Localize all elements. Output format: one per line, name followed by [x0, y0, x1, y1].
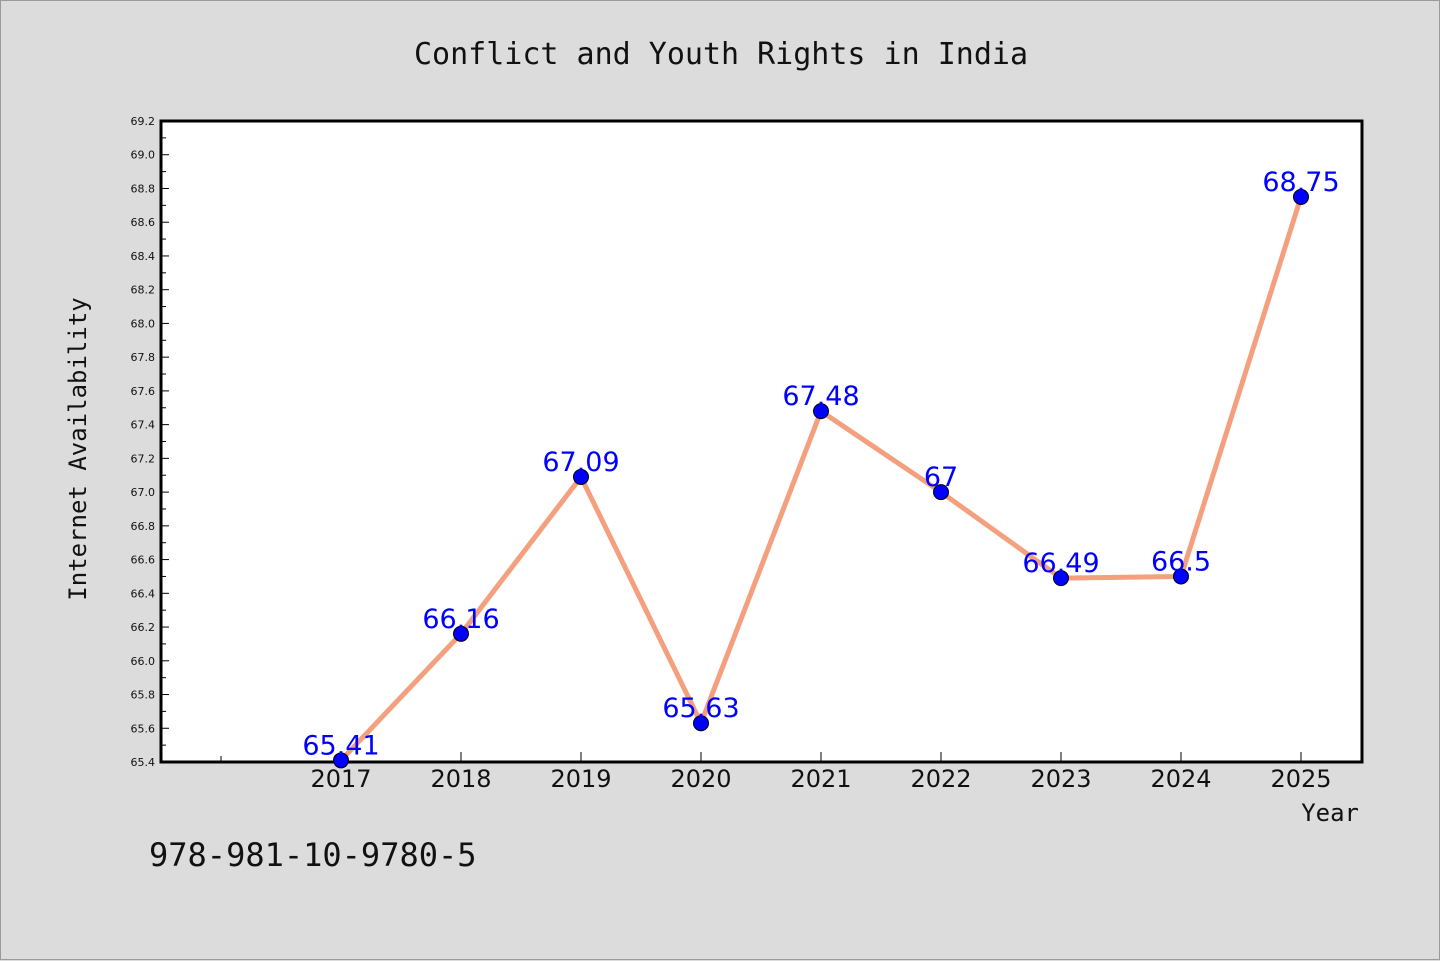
data-point — [453, 625, 469, 642]
y-tick-label: 68.4 — [131, 250, 156, 263]
y-tick-label: 67.8 — [131, 351, 156, 364]
y-tick-label: 68.6 — [131, 216, 156, 229]
y-tick-label: 68.0 — [131, 317, 156, 330]
data-point — [1173, 568, 1189, 585]
data-label: 66.49 — [1022, 548, 1099, 579]
y-tick-label: 69.2 — [131, 115, 156, 128]
y-tick-label: 67.2 — [131, 452, 156, 465]
x-tick-label: 2018 — [430, 765, 491, 793]
y-tick-label: 68.2 — [131, 284, 156, 297]
y-tick-label: 67.0 — [131, 486, 156, 499]
data-point — [813, 403, 829, 420]
x-tick-label: 2021 — [790, 765, 851, 793]
y-tick-label: 66.6 — [131, 554, 156, 567]
y-tick-label: 67.4 — [131, 419, 156, 432]
data-label: 67.48 — [782, 381, 859, 412]
data-point — [933, 484, 949, 501]
y-axis: 65.4 65.6 65.8 66.0 66.2 66.4 66.6 66.8 67.0 67.2… — [131, 115, 169, 769]
y-tick-label: 65.4 — [131, 756, 156, 769]
x-axis-label: Year — [1301, 799, 1359, 827]
data-label: 66.5 — [1151, 546, 1211, 577]
data-label: 67 — [924, 462, 958, 493]
data-point — [333, 752, 349, 769]
plot-area — [159, 119, 1364, 764]
x-tick-label: 2017 — [310, 765, 371, 793]
x-tick-label: 2025 — [1270, 765, 1331, 793]
chart-title: Conflict and Youth Rights in India — [414, 37, 1028, 72]
x-tick-label: 2019 — [550, 765, 611, 793]
y-tick-label: 65.6 — [131, 722, 156, 735]
y-tick-label: 67.6 — [131, 385, 156, 398]
y-tick-label: 66.0 — [131, 655, 156, 668]
series-layer: 65.41 66.16 67.09 65.63 67.48 67 66.49 66.5 68.7… — [302, 167, 1340, 769]
y-tick-label: 66.8 — [131, 520, 156, 533]
x-tick-label: 2022 — [910, 765, 971, 793]
x-tick-label: 2024 — [1150, 765, 1211, 793]
data-label: 65.63 — [662, 693, 739, 724]
x-tick-label: 2020 — [670, 765, 731, 793]
data-point — [1293, 188, 1309, 205]
y-axis-label: Internet Availability — [64, 297, 92, 600]
data-label: 68.75 — [1262, 167, 1339, 198]
data-label: 65.41 — [302, 730, 379, 761]
data-point — [573, 468, 589, 485]
data-point — [1053, 570, 1069, 587]
y-tick-label: 66.2 — [131, 621, 156, 634]
y-tick-label: 68.8 — [131, 182, 156, 195]
data-label: 67.09 — [542, 447, 619, 478]
y-tick-label: 69.0 — [131, 149, 156, 162]
x-axis: 2017 2018 2019 2020 2021 2022 2023 2024 2025 — [220, 752, 1332, 793]
isbn-text: 978-981-10-9780-5 — [149, 836, 477, 874]
x-tick-label: 2023 — [1030, 765, 1091, 793]
data-point — [693, 715, 709, 732]
data-label: 66.16 — [422, 604, 499, 635]
y-tick-label: 66.4 — [131, 587, 156, 600]
y-tick-label: 65.8 — [131, 689, 156, 702]
